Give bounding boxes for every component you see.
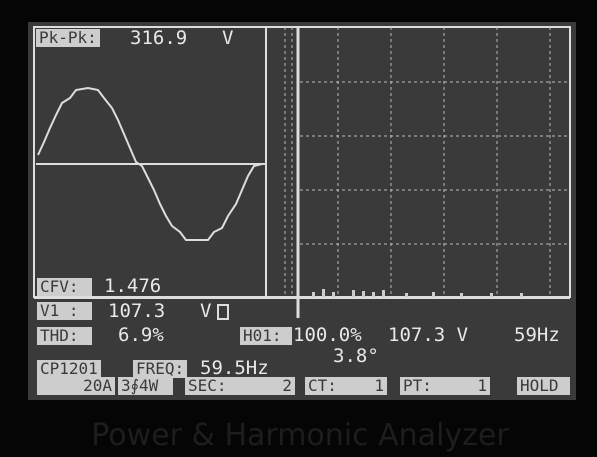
ct-value: 1 [357, 377, 387, 395]
h01-voltage: 107.3 V [388, 325, 468, 345]
harmonic-bars [312, 289, 523, 297]
pt-value: 1 [460, 377, 490, 395]
thd-value: 6.9% [118, 325, 164, 345]
unit-icon [218, 305, 228, 319]
cfv-label: CFV: [37, 278, 92, 296]
freq-value: 59.5Hz [200, 358, 269, 378]
h01-frequency: 59Hz [514, 325, 560, 345]
h01-label: H01: [240, 327, 292, 345]
v1-value: 107.3 [108, 301, 165, 321]
current-range: 20A [37, 377, 115, 395]
grid [285, 27, 570, 297]
sec-value: 2 [265, 377, 295, 395]
thd-label: THD: [37, 327, 92, 345]
pk-pk-label: Pk-Pk: [36, 29, 100, 47]
v1-unit: V [200, 301, 211, 321]
pk-pk-value: 316.9 [130, 28, 187, 48]
frame [34, 27, 570, 297]
cfv-value: 1.476 [104, 276, 161, 296]
device-screen: Pk-Pk: 316.9 V CFV: 1.476 V1 : 107.3 V T… [0, 0, 597, 457]
hold-indicator: HOLD [517, 377, 570, 395]
pk-pk-unit: V [222, 28, 233, 48]
wiring-mode: 3∮4W [118, 377, 173, 395]
device-caption: Power & Harmonic Analyzer [30, 418, 570, 453]
h01-percent: 100.0% [293, 325, 362, 345]
sec-label: SEC: [185, 377, 265, 395]
pt-label: PT: [400, 377, 460, 395]
v1-label: V1 : [37, 302, 92, 320]
ct-label: CT: [305, 377, 357, 395]
h01-phase: 3.8° [333, 346, 379, 366]
